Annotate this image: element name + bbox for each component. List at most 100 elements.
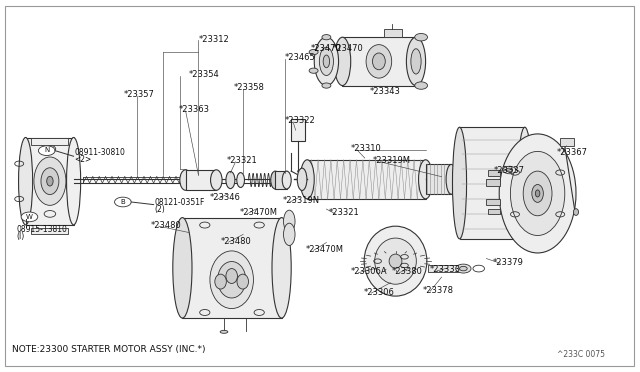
Text: *23378: *23378 [422,286,453,295]
Bar [342,37,416,86]
Ellipse shape [408,37,424,86]
Circle shape [309,49,318,55]
Text: *23363: *23363 [179,105,210,114]
Ellipse shape [218,262,246,298]
Ellipse shape [319,47,333,76]
Text: *23470M: *23470M [306,245,344,254]
Ellipse shape [226,171,235,189]
Text: *23470: *23470 [311,44,342,53]
Ellipse shape [180,170,191,190]
Text: *23319N: *23319N [283,196,320,205]
Text: *23465: *23465 [285,53,316,62]
Text: *23367: *23367 [557,148,588,157]
Bar [275,171,287,189]
Circle shape [506,168,513,172]
Ellipse shape [364,226,427,296]
Text: W: W [26,214,33,220]
Ellipse shape [237,274,248,289]
Ellipse shape [511,151,565,235]
Bar [486,179,500,186]
Ellipse shape [173,218,192,318]
Text: 08121-0351F: 08121-0351F [154,198,205,207]
Text: (I): (I) [17,232,25,241]
Ellipse shape [211,170,222,190]
Text: *23358: *23358 [234,83,264,92]
Ellipse shape [67,137,81,225]
Text: *23319M: *23319M [372,156,410,165]
Bar [26,138,74,225]
Bar [31,228,68,234]
Bar [426,164,451,194]
Ellipse shape [220,330,228,333]
Text: *23470: *23470 [333,44,364,53]
Text: *23321: *23321 [328,208,359,217]
Circle shape [21,212,38,222]
Bar [486,199,500,205]
Ellipse shape [532,185,543,202]
Ellipse shape [518,127,532,239]
Circle shape [309,68,318,73]
Bar [488,209,500,214]
Circle shape [456,264,471,273]
Ellipse shape [284,210,295,232]
Bar [560,138,574,146]
Ellipse shape [34,157,66,205]
Text: *23333: *23333 [430,265,461,274]
Ellipse shape [300,160,314,199]
Bar [186,170,216,190]
Text: *23306: *23306 [364,288,394,296]
Bar [460,127,525,239]
Ellipse shape [372,53,385,70]
Ellipse shape [535,190,540,197]
Text: *23379: *23379 [493,258,524,267]
Text: *23312: *23312 [198,35,229,44]
Circle shape [322,35,331,40]
Circle shape [115,197,131,207]
Text: *23306A: *23306A [351,267,387,276]
Ellipse shape [19,137,33,225]
Text: *23470M: *23470M [239,208,277,217]
Ellipse shape [446,164,456,194]
Ellipse shape [452,127,467,239]
Text: *23480: *23480 [221,237,252,246]
Ellipse shape [297,168,307,190]
Ellipse shape [323,55,330,68]
Ellipse shape [215,274,227,289]
Ellipse shape [411,49,421,74]
Circle shape [38,146,55,155]
Text: *23354: *23354 [189,70,220,79]
Ellipse shape [237,173,244,187]
Ellipse shape [271,171,280,189]
Bar [307,160,426,199]
Text: *23321: *23321 [227,156,258,165]
Ellipse shape [284,223,295,246]
Circle shape [415,33,428,41]
Ellipse shape [419,160,433,199]
Circle shape [460,266,467,271]
Ellipse shape [389,254,402,268]
Text: (2): (2) [154,205,165,214]
Text: *23337: *23337 [494,166,525,174]
Ellipse shape [47,176,53,186]
Ellipse shape [41,168,59,195]
Text: *23310: *23310 [351,144,381,153]
Ellipse shape [210,251,253,309]
Bar [384,29,402,37]
Ellipse shape [314,37,339,86]
Ellipse shape [573,209,579,215]
Ellipse shape [375,238,417,284]
Text: 08915-13810: 08915-13810 [17,225,67,234]
Text: B: B [120,199,125,205]
Text: 08911-30810: 08911-30810 [74,148,125,157]
Ellipse shape [366,45,392,78]
Text: *23380: *23380 [392,267,422,276]
Ellipse shape [282,171,291,189]
Ellipse shape [226,269,237,283]
Bar [31,138,68,145]
Ellipse shape [499,134,576,253]
Circle shape [415,82,428,89]
Text: *23322: *23322 [285,116,316,125]
Text: *23343: *23343 [370,87,401,96]
Text: N: N [44,147,49,153]
Bar [488,170,500,176]
